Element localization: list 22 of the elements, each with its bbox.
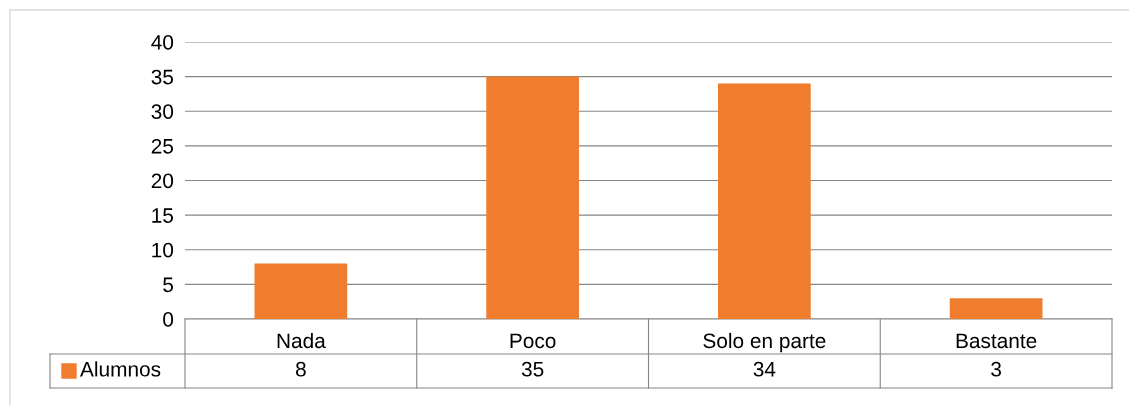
- data-label: 8: [295, 361, 306, 377]
- y-tick-label: 20: [151, 173, 174, 189]
- legend-label: Alumnos: [80, 361, 161, 377]
- bar: [949, 298, 1043, 319]
- bar: [486, 76, 579, 319]
- y-tick-label: 40: [151, 35, 174, 50]
- y-tick-label: 5: [163, 277, 174, 293]
- bar: [254, 263, 348, 319]
- x-tick-label: Poco: [510, 333, 556, 349]
- y-tick-label: 10: [152, 242, 174, 258]
- y-tick-label: 0: [163, 312, 174, 327]
- data-label: 34: [753, 361, 776, 377]
- y-tick-label: 25: [151, 138, 174, 154]
- x-tick-label: Bastante: [956, 333, 1037, 349]
- bar: [718, 83, 811, 319]
- y-tick-label: 35: [151, 69, 174, 85]
- data-label: 35: [521, 361, 544, 377]
- y-tick-label: 30: [151, 104, 174, 119]
- x-tick-label: Solo en parte: [703, 332, 826, 353]
- x-tick-label: Nada: [277, 332, 326, 349]
- data-label: 3: [991, 361, 1001, 377]
- y-tick-label: 15: [152, 208, 174, 223]
